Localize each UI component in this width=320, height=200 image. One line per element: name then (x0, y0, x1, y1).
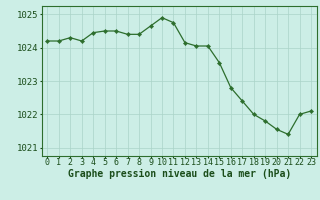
X-axis label: Graphe pression niveau de la mer (hPa): Graphe pression niveau de la mer (hPa) (68, 168, 291, 179)
